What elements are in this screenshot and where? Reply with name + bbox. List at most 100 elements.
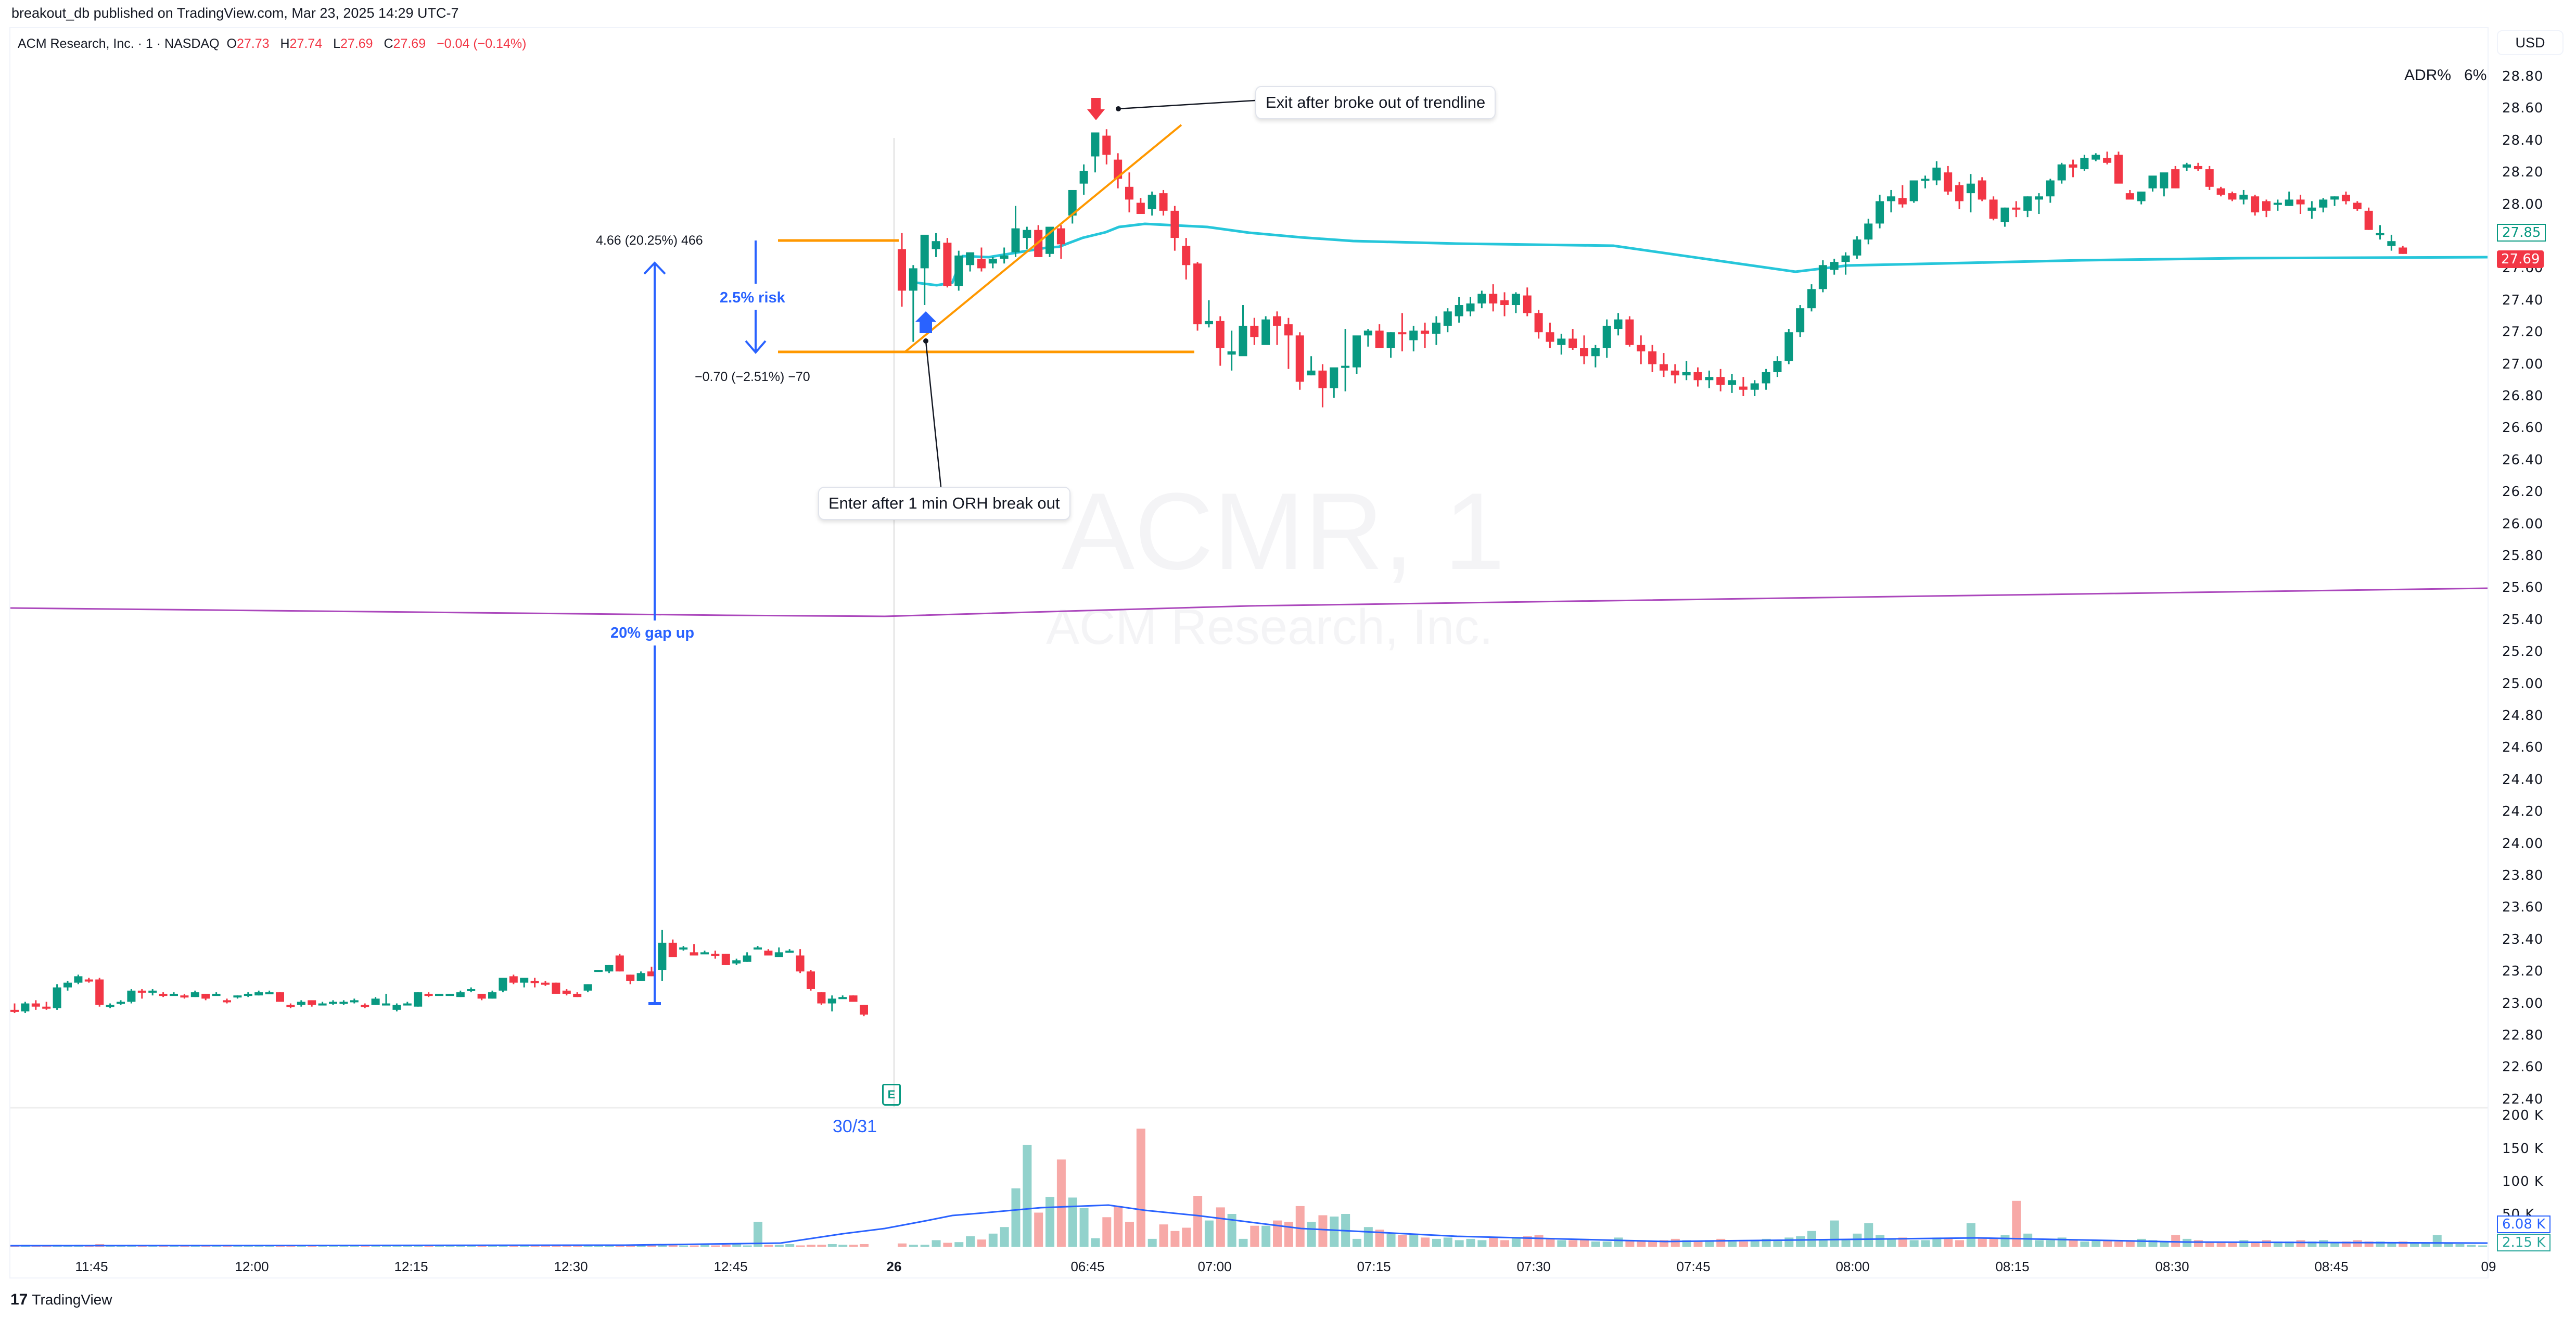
volume-bar xyxy=(827,1244,837,1247)
volume-bar xyxy=(849,1245,858,1247)
earnings-marker-icon[interactable]: E xyxy=(882,1084,901,1106)
candle-body xyxy=(2273,202,2282,205)
candle-body xyxy=(1625,319,1634,345)
time-tick: 12:30 xyxy=(554,1259,588,1274)
candle-body xyxy=(1216,321,1225,348)
volume-bar xyxy=(1750,1240,1759,1247)
candle-body xyxy=(1614,319,1623,330)
candle-body xyxy=(2251,196,2260,212)
symbol-title[interactable]: ACM Research, Inc. · 1 · NASDAQ xyxy=(18,36,220,51)
volume-bar xyxy=(615,1245,624,1247)
volume-bar xyxy=(2341,1241,2351,1247)
candle-body xyxy=(1750,383,1759,390)
candle-body xyxy=(1955,185,1964,201)
volume-bar xyxy=(2364,1241,2374,1247)
volume-bar xyxy=(1591,1241,1600,1247)
candle-body xyxy=(2057,164,2066,181)
volume-bar xyxy=(2410,1243,2419,1247)
candle-body xyxy=(318,1003,327,1006)
candle-body xyxy=(732,960,741,964)
candle-body xyxy=(1818,265,1827,289)
candle-body xyxy=(1353,335,1361,368)
candle-body xyxy=(2000,207,2009,222)
time-tick: 12:15 xyxy=(394,1259,428,1274)
currency-button[interactable]: USD xyxy=(2497,30,2564,55)
candle-body xyxy=(2330,196,2339,200)
volume-bar xyxy=(1955,1240,1965,1247)
adr-value: 6% xyxy=(2464,67,2487,84)
trendline[interactable] xyxy=(904,124,1182,353)
volume-bar xyxy=(636,1245,646,1247)
candle-body xyxy=(817,992,826,1004)
volume-tick: 150 K xyxy=(2502,1141,2544,1157)
adr-indicator: ADR% 6% xyxy=(2404,67,2486,84)
candle-body xyxy=(1557,338,1566,345)
candle-body xyxy=(2341,195,2350,201)
volume-bar xyxy=(2000,1235,2010,1247)
volume-bar xyxy=(2478,1245,2488,1247)
gap-measure-label: 4.66 (20.25%) 466 xyxy=(596,233,703,248)
volume-bar xyxy=(2239,1240,2249,1247)
candle-body xyxy=(1739,386,1748,390)
volume-bar xyxy=(2296,1240,2305,1247)
volume-bar xyxy=(2285,1241,2294,1247)
time-tick: 08:00 xyxy=(1835,1259,1870,1274)
candle-body xyxy=(2205,169,2214,187)
volume-bar xyxy=(700,1245,709,1247)
volume-bar xyxy=(1637,1240,1646,1247)
volume-bar xyxy=(1477,1240,1487,1247)
volume-bar xyxy=(1056,1159,1066,1247)
candle-body xyxy=(244,994,252,996)
volume-bar xyxy=(1886,1238,1896,1247)
candle-body xyxy=(1853,239,1861,256)
candle-body xyxy=(137,991,146,993)
price-tick: 26.20 xyxy=(2502,484,2544,500)
volume-bar xyxy=(1261,1225,1271,1247)
volume-bar xyxy=(647,1245,656,1247)
volume-bar xyxy=(1068,1197,1077,1247)
volume-bar xyxy=(796,1245,805,1247)
candle-body xyxy=(2319,199,2328,208)
volume-bar xyxy=(2125,1240,2135,1247)
volume-bar xyxy=(1011,1188,1021,1247)
volume-bar xyxy=(2444,1243,2453,1247)
candle-body xyxy=(1841,255,1850,262)
price-axis[interactable] xyxy=(2488,27,2576,1277)
volume-bar xyxy=(785,1244,795,1247)
volume-bar xyxy=(1534,1235,1544,1247)
time-tick: 08:30 xyxy=(2155,1259,2189,1274)
volume-bar xyxy=(1716,1238,1726,1247)
volume-bar xyxy=(1489,1237,1498,1247)
volume-bar xyxy=(1125,1222,1134,1247)
close-label: C xyxy=(384,36,393,51)
tradingview-logo[interactable]: 17 TradingView xyxy=(10,1291,112,1309)
volume-bar xyxy=(1398,1235,1407,1247)
candle-body xyxy=(2353,202,2362,209)
time-tick: 07:00 xyxy=(1197,1259,1232,1274)
candle-body xyxy=(552,982,560,994)
volume-bar xyxy=(2046,1240,2055,1247)
candle-body xyxy=(2125,193,2134,200)
volume-bar xyxy=(1443,1237,1452,1247)
volume-bar xyxy=(954,1242,964,1247)
price-tick: 25.60 xyxy=(2502,580,2544,596)
volume-bar xyxy=(1136,1129,1145,1247)
volume-bar xyxy=(1114,1206,1123,1247)
volume-bar xyxy=(2205,1241,2214,1247)
volume-bars xyxy=(10,1129,2488,1247)
enter-callout[interactable]: Enter after 1 min ORH break out xyxy=(818,487,1070,520)
price-tick: 23.60 xyxy=(2502,900,2544,916)
candle-body xyxy=(1784,332,1793,361)
candle-body xyxy=(403,1003,412,1006)
candle-body xyxy=(2387,241,2396,246)
gap-arrowhead-icon xyxy=(643,261,666,275)
candle-body xyxy=(1523,295,1532,313)
exit-callout[interactable]: Exit after broke out of trendline xyxy=(1255,86,1496,119)
candle-body xyxy=(796,955,805,972)
candle-body xyxy=(1932,167,1941,181)
candle-body xyxy=(530,981,539,983)
candle-body xyxy=(838,997,847,999)
volume-bar xyxy=(1102,1217,1112,1247)
volume-bar xyxy=(743,1245,752,1247)
